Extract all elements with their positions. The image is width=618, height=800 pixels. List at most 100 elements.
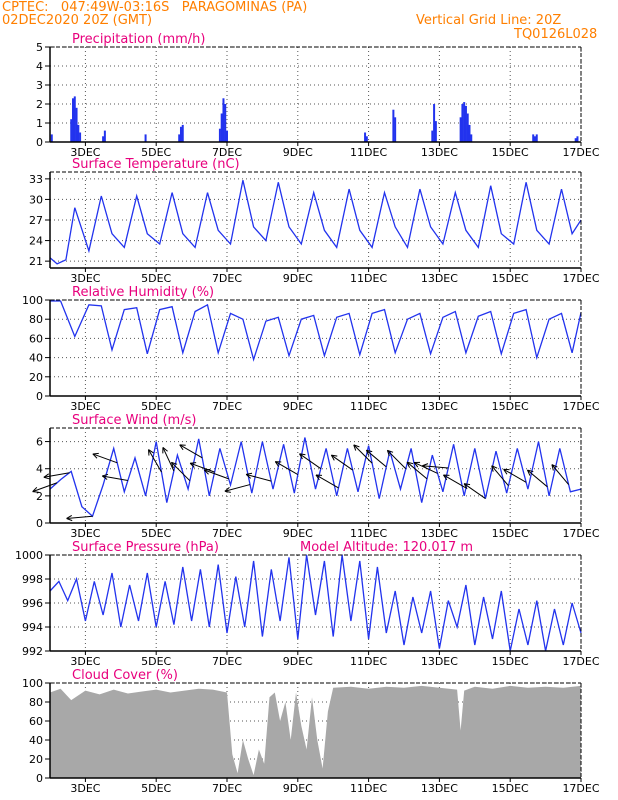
x-tick-label: 15DEC xyxy=(492,655,529,668)
x-tick-label: 3DEC xyxy=(70,146,100,159)
wind-arrow-head xyxy=(32,491,39,493)
wind-arrow xyxy=(224,484,251,493)
precip-bar xyxy=(72,98,75,142)
wind-arrow-head xyxy=(246,472,253,475)
precip-bar xyxy=(433,104,436,142)
precip-bar xyxy=(73,96,76,142)
wind-arrow-shaft xyxy=(66,515,93,519)
wind-arrow-head xyxy=(204,468,211,471)
panel-title: Relative Humidity (%) xyxy=(72,285,214,300)
x-tick-label: 5DEC xyxy=(141,782,171,795)
x-tick-label: 11DEC xyxy=(350,146,387,159)
x-tick-label: 5DEC xyxy=(141,655,171,668)
panel-4: 992 994 996 998 1000 3DEC 5DEC 7DEC 9DEC 11DEC 13D… xyxy=(15,540,600,668)
x-tick-label: 13DEC xyxy=(421,272,458,285)
wind-arrow-shaft xyxy=(92,453,118,464)
y-tick-label: 100 xyxy=(22,294,43,307)
y-tick-label: 27 xyxy=(29,214,43,227)
x-tick-label: 7DEC xyxy=(212,782,242,795)
wind-arrow-head xyxy=(406,461,411,468)
x-tick-label: 5DEC xyxy=(141,400,171,413)
header-run-id: TQ0126L028 xyxy=(514,27,598,42)
wind-arrow-head xyxy=(32,486,38,492)
wind-arrow-head xyxy=(274,461,280,467)
wind-arrow-head xyxy=(551,464,558,468)
x-tick-label: 15DEC xyxy=(492,272,529,285)
wind-arrow-head xyxy=(224,486,230,492)
wind-arrow-shaft xyxy=(224,484,251,492)
precip-bar xyxy=(463,102,466,142)
wind-arrow xyxy=(422,463,449,470)
wind-arrow xyxy=(526,469,548,488)
wind-arrow xyxy=(406,461,428,480)
wind-arrow xyxy=(443,474,467,489)
wind-arrow-shaft xyxy=(162,447,175,472)
precip-bar xyxy=(392,109,395,142)
precip-bar xyxy=(50,134,53,142)
precip-bar xyxy=(459,117,462,142)
wind-arrow-head xyxy=(224,490,231,493)
panel-5: 0 20 40 60 80 100 3DEC 5DEC 7DEC 9DEC 11DEC 13DEC 15… xyxy=(22,668,600,795)
panel-title: Cloud Cover (%) xyxy=(72,668,178,683)
x-tick-label: 17DEC xyxy=(562,272,599,285)
wind-arrow-head xyxy=(170,462,174,469)
wind-arrow-shaft xyxy=(171,461,191,482)
wind-arrow-shaft xyxy=(406,461,428,480)
x-tick-label: 7DEC xyxy=(212,400,242,413)
panel-1: 21 24 27 30 33 3DEC 5DEC 7DEC 9DEC 11DEC 13DEC 15DE… xyxy=(29,157,600,285)
precip-bar xyxy=(181,124,184,142)
wind-arrow-head xyxy=(353,444,357,451)
header-grid-note: Vertical Grid Line: 20Z xyxy=(416,13,562,28)
wind-arrow-shaft xyxy=(43,472,70,478)
x-tick-label: 11DEC xyxy=(350,782,387,795)
series-line xyxy=(49,554,582,652)
wind-arrow-head xyxy=(189,462,195,468)
wind-arrow-head xyxy=(299,453,303,460)
panel-title: Surface Pressure (hPa) xyxy=(72,540,219,555)
wind-arrow xyxy=(365,449,387,468)
x-tick-label: 13DEC xyxy=(421,146,458,159)
wind-arrow xyxy=(315,474,339,489)
wind-arrow-head xyxy=(491,465,498,469)
precip-bar xyxy=(466,113,469,142)
y-tick-label: 2 xyxy=(36,98,43,111)
y-tick-label: 21 xyxy=(29,255,43,268)
wind-arrow-head xyxy=(406,461,414,465)
wind-arrow-head xyxy=(365,449,370,456)
x-tick-label: 13DEC xyxy=(421,782,458,795)
x-tick-label: 7DEC xyxy=(212,655,242,668)
wind-arrow-shaft xyxy=(387,449,407,470)
header-station: CPTEC: 047:49W-03:16S PARAGOMINAS (PA) xyxy=(2,0,308,15)
x-tick-label: 15DEC xyxy=(492,400,529,413)
panel-2: 0 20 40 60 80 100 3DEC 5DEC 7DEC 9DEC 11DEC 13DEC 15… xyxy=(22,285,600,413)
y-tick-label: 1 xyxy=(36,117,43,130)
x-tick-label: 13DEC xyxy=(421,655,458,668)
wind-arrow xyxy=(189,462,215,473)
x-tick-label: 9DEC xyxy=(283,527,313,540)
y-tick-label: 0 xyxy=(36,390,43,403)
precip-bar xyxy=(79,132,82,142)
wind-arrow-head xyxy=(245,474,252,479)
x-tick-label: 11DEC xyxy=(350,400,387,413)
wind-arrow xyxy=(299,453,322,470)
wind-arrow xyxy=(170,461,191,482)
precip-bar xyxy=(535,134,538,142)
y-tick-label: 40 xyxy=(29,352,43,365)
wind-arrow-head xyxy=(491,465,494,472)
precip-bar xyxy=(470,134,473,142)
wind-arrow xyxy=(274,461,299,476)
precip-bar xyxy=(468,124,471,142)
y-tick-label: 0 xyxy=(36,136,43,149)
cloud-area xyxy=(50,685,581,778)
wind-arrow-shaft xyxy=(190,462,215,473)
precip-bar xyxy=(574,138,577,142)
wind-arrow-head xyxy=(148,449,154,454)
wind-arrow xyxy=(463,483,486,499)
precip-bar xyxy=(179,126,182,142)
x-tick-label: 5DEC xyxy=(141,272,171,285)
y-tick-label: 20 xyxy=(29,753,43,766)
panel-annotation: Model Altitude: 120.017 m xyxy=(300,540,473,555)
y-tick-label: 5 xyxy=(36,41,43,54)
wind-arrow-head xyxy=(92,452,99,455)
